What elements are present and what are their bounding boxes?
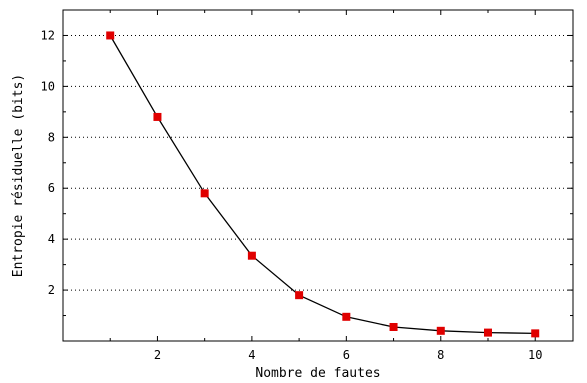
y-tick-label-12: 12 — [41, 28, 55, 42]
data-point-5 — [295, 291, 304, 300]
data-point-10 — [531, 329, 540, 338]
x-tick-label-2: 2 — [154, 348, 161, 362]
x-tick-label-4: 4 — [248, 348, 255, 362]
x-tick-label-8: 8 — [437, 348, 444, 362]
x-axis-label: Nombre de fautes — [255, 366, 380, 381]
y-tick-label-6: 6 — [48, 181, 55, 195]
data-point-1 — [106, 31, 115, 40]
data-point-6 — [342, 312, 351, 321]
data-points — [106, 31, 540, 338]
plot-frame — [62, 9, 574, 342]
x-tick-label-10: 10 — [528, 348, 542, 362]
data-point-7 — [389, 322, 398, 331]
y-tick-label-4: 4 — [48, 232, 55, 246]
y-tick-label-10: 10 — [41, 79, 55, 93]
grid-lines — [63, 34, 573, 291]
y-tick-label-2: 2 — [48, 283, 55, 297]
y-axis-label: Entropie résiduelle (bits) — [11, 74, 26, 278]
data-point-8 — [436, 326, 445, 335]
axis-ticks — [63, 9, 573, 341]
series-line — [109, 35, 536, 335]
data-point-3 — [200, 189, 209, 198]
data-point-4 — [247, 251, 256, 260]
tick-labels: 2 4 6 8 10 12 2 4 6 8 10 — [41, 28, 543, 362]
data-point-9 — [484, 328, 492, 337]
data-point-2 — [153, 112, 162, 121]
y-tick-label-8: 8 — [48, 130, 55, 144]
x-tick-label-6: 6 — [343, 348, 350, 362]
